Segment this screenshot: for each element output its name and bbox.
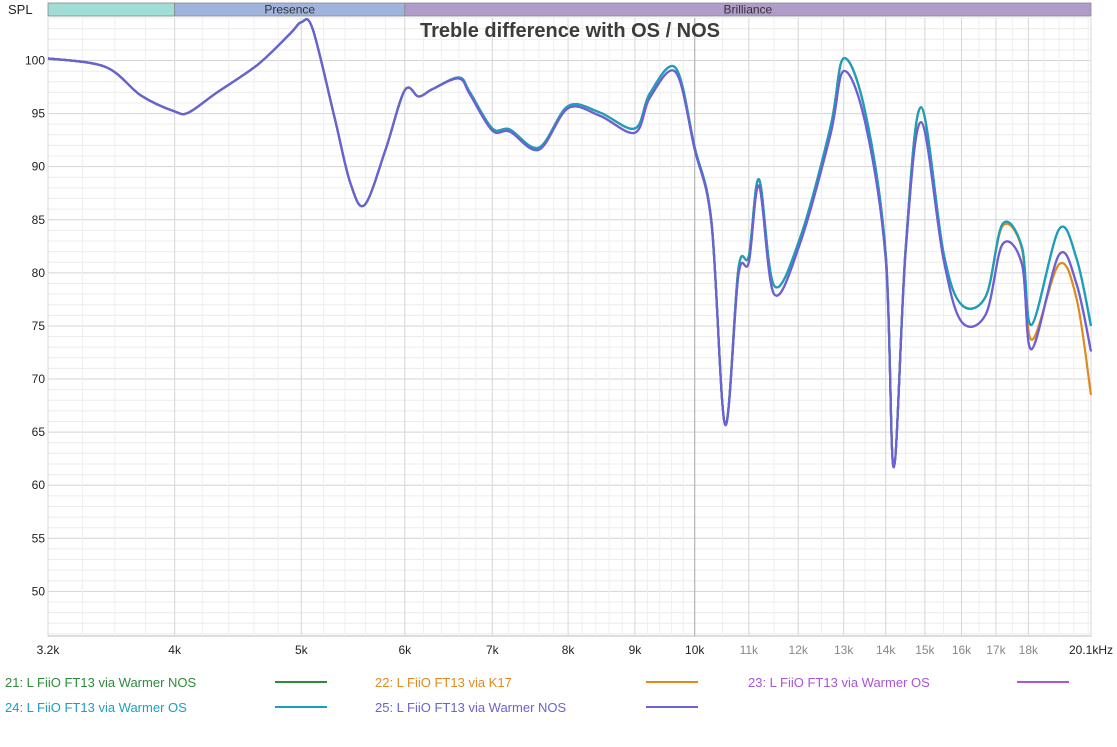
y-tick-label: 70 <box>32 372 46 386</box>
legend-swatch <box>646 706 698 708</box>
y-axis-label: SPL <box>8 2 33 17</box>
x-tick-label: 6k <box>398 643 412 657</box>
band-0 <box>47 2 176 17</box>
x-tick-label: 9k <box>629 643 643 657</box>
band-label: Presence <box>264 3 315 17</box>
y-tick-label: 90 <box>32 160 46 174</box>
y-tick-label: 60 <box>32 478 46 492</box>
x-tick-label: 10k <box>685 643 705 657</box>
y-tick-label: 55 <box>32 531 46 545</box>
x-tick-label: 7k <box>486 643 500 657</box>
legend-label[interactable]: 22: L FiiO FT13 via K17 <box>375 675 512 690</box>
x-tick-label: 18k <box>1019 643 1039 657</box>
x-tick-label: 8k <box>562 643 576 657</box>
legend-swatch <box>1017 681 1069 683</box>
x-tick-label: 5k <box>295 643 309 657</box>
band-2 <box>404 2 1092 17</box>
legend-label[interactable]: 23: L FiiO FT13 via Warmer OS <box>748 675 930 690</box>
grid <box>47 17 1092 637</box>
y-tick-label: 65 <box>32 425 46 439</box>
y-tick-label: 75 <box>32 319 46 333</box>
x-tick-label: 11k <box>740 643 759 657</box>
x-tick-label: 17k <box>986 643 1006 657</box>
legend-label[interactable]: 24: L FiiO FT13 via Warmer OS <box>5 700 187 715</box>
legend-label[interactable]: 25: L FiiO FT13 via Warmer NOS <box>375 700 567 715</box>
x-tick-label: 3.2k <box>37 643 61 657</box>
y-tick-label: 80 <box>32 266 46 280</box>
x-tick-label: 16k <box>952 643 972 657</box>
x-tick-label: 12k <box>789 643 809 657</box>
band-label: Brilliance <box>724 3 773 17</box>
axes: 3.2k 4k 5k 6k 7k 8k 9k 10k 11k 12k 13k 14k 15k 16k 17k… <box>25 53 1113 657</box>
y-tick-label: 85 <box>32 213 46 227</box>
frequency-bands: Presence Brilliance <box>47 2 1092 17</box>
y-tick-label: 50 <box>32 584 46 598</box>
legend-label[interactable]: 21: L FiiO FT13 via Warmer NOS <box>5 675 197 690</box>
legend-swatch <box>646 681 698 683</box>
y-tick-label: 100 <box>25 53 45 67</box>
y-tick-label: 95 <box>32 107 46 121</box>
x-tick-label: 15k <box>915 643 935 657</box>
chart-title: Treble difference with OS / NOS <box>419 20 721 42</box>
x-tick-label: 14k <box>876 643 896 657</box>
legend-swatch <box>275 681 327 683</box>
plot-area <box>47 17 1092 637</box>
x-tick-label: 4k <box>168 643 182 657</box>
series-line-25 <box>47 18 1093 469</box>
x-tick-label: 13k <box>834 643 854 657</box>
x-tick-label: 20.1kHz <box>1069 643 1113 657</box>
series-lines <box>47 18 1093 469</box>
legend-swatch <box>275 706 327 708</box>
